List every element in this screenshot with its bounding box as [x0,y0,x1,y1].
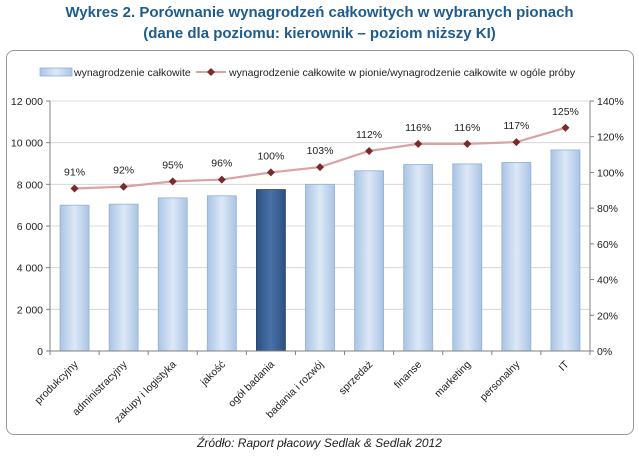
ratio-data-label: 125% [552,106,579,118]
left-tick-label: 6 000 [17,221,43,233]
ratio-line-layer: 91% 92% 95% 96% 100% 103% 112% 116% 116% 117% 125% [64,106,579,193]
bar [354,170,384,352]
legend-bar-label: wynagrodzenie całkowite [73,67,191,79]
bar [403,164,434,352]
right-tick-label: 80% [597,203,618,215]
right-tick-label: 140% [597,96,624,108]
ratio-marker [217,175,226,184]
ratio-data-label: 112% [356,129,382,141]
right-axis: 0% 20% 40% 60% 80% 100% 120% 140% [589,96,624,358]
left-tick-label: 0 [37,346,43,358]
right-tick-label: 120% [597,132,624,144]
ratio-marker [70,184,79,193]
category-label: finanse [392,359,425,392]
ratio-data-label: 91% [64,167,85,179]
bar [305,183,335,352]
bar [59,204,90,352]
category-label: ogół badania [226,359,277,410]
category-label: marketing [432,359,473,400]
right-tick-label: 0% [597,346,612,358]
ratio-data-label: 95% [162,159,183,171]
ratio-data-label: 116% [454,122,480,134]
bar [108,203,139,352]
ratio-data-label: 92% [113,165,134,177]
ratio-data-label: 103% [307,145,334,157]
legend: wynagrodzenie całkowite wynagrodzenie ca… [39,67,576,79]
ratio-data-label: 117% [503,120,529,132]
bar [550,149,581,352]
ratio-marker [561,123,570,132]
right-tick-label: 100% [597,167,624,179]
left-tick-label: 10 000 [11,138,43,150]
ratio-data-label: 116% [405,122,431,134]
right-tick-label: 60% [597,239,618,251]
ratio-marker [266,168,275,177]
bar [256,189,286,352]
bar [501,162,532,352]
ratio-marker [414,139,423,148]
source-note: Źródło: Raport płacowy Sedlak & Sedlak 2… [197,436,442,450]
legend-line-marker [207,68,215,76]
bar [452,163,483,352]
left-axis: 0 2 000 4 000 6 000 8 000 10 000 12 000 [11,96,51,358]
left-tick-label: 4 000 [17,263,43,275]
category-label: jakość [198,359,228,389]
ratio-marker [316,163,324,172]
chart-title: Wykres 2. Porównanie wynagrodzeń całkowi… [65,4,574,21]
right-tick-label: 40% [597,275,618,287]
category-label: IT [556,358,571,373]
left-tick-label: 2 000 [17,304,43,316]
category-label: produkcyjny [33,358,82,407]
left-tick-label: 8 000 [17,179,43,191]
ratio-marker [365,147,374,155]
bar [157,197,188,352]
ratio-line [74,126,566,190]
legend-bar-swatch [39,67,73,77]
chart-subtitle: (dane dla poziomu: kierownik – poziom ni… [143,25,496,42]
category-label: sprzedaż [337,359,376,398]
ratio-marker [119,182,128,191]
bars [59,149,581,352]
ratio-marker [463,139,472,148]
bar [206,195,237,352]
left-tick-label: 12 000 [11,96,43,108]
ratio-data-label: 96% [211,158,232,170]
ratio-marker [168,177,177,186]
right-tick-label: 20% [597,310,618,322]
category-label: personalny [478,358,523,403]
ratio-marker [512,138,521,147]
legend-line-label: wynagrodzenie całkowite w pionie/wynagro… [228,67,576,79]
ratio-data-label: 100% [257,150,284,162]
